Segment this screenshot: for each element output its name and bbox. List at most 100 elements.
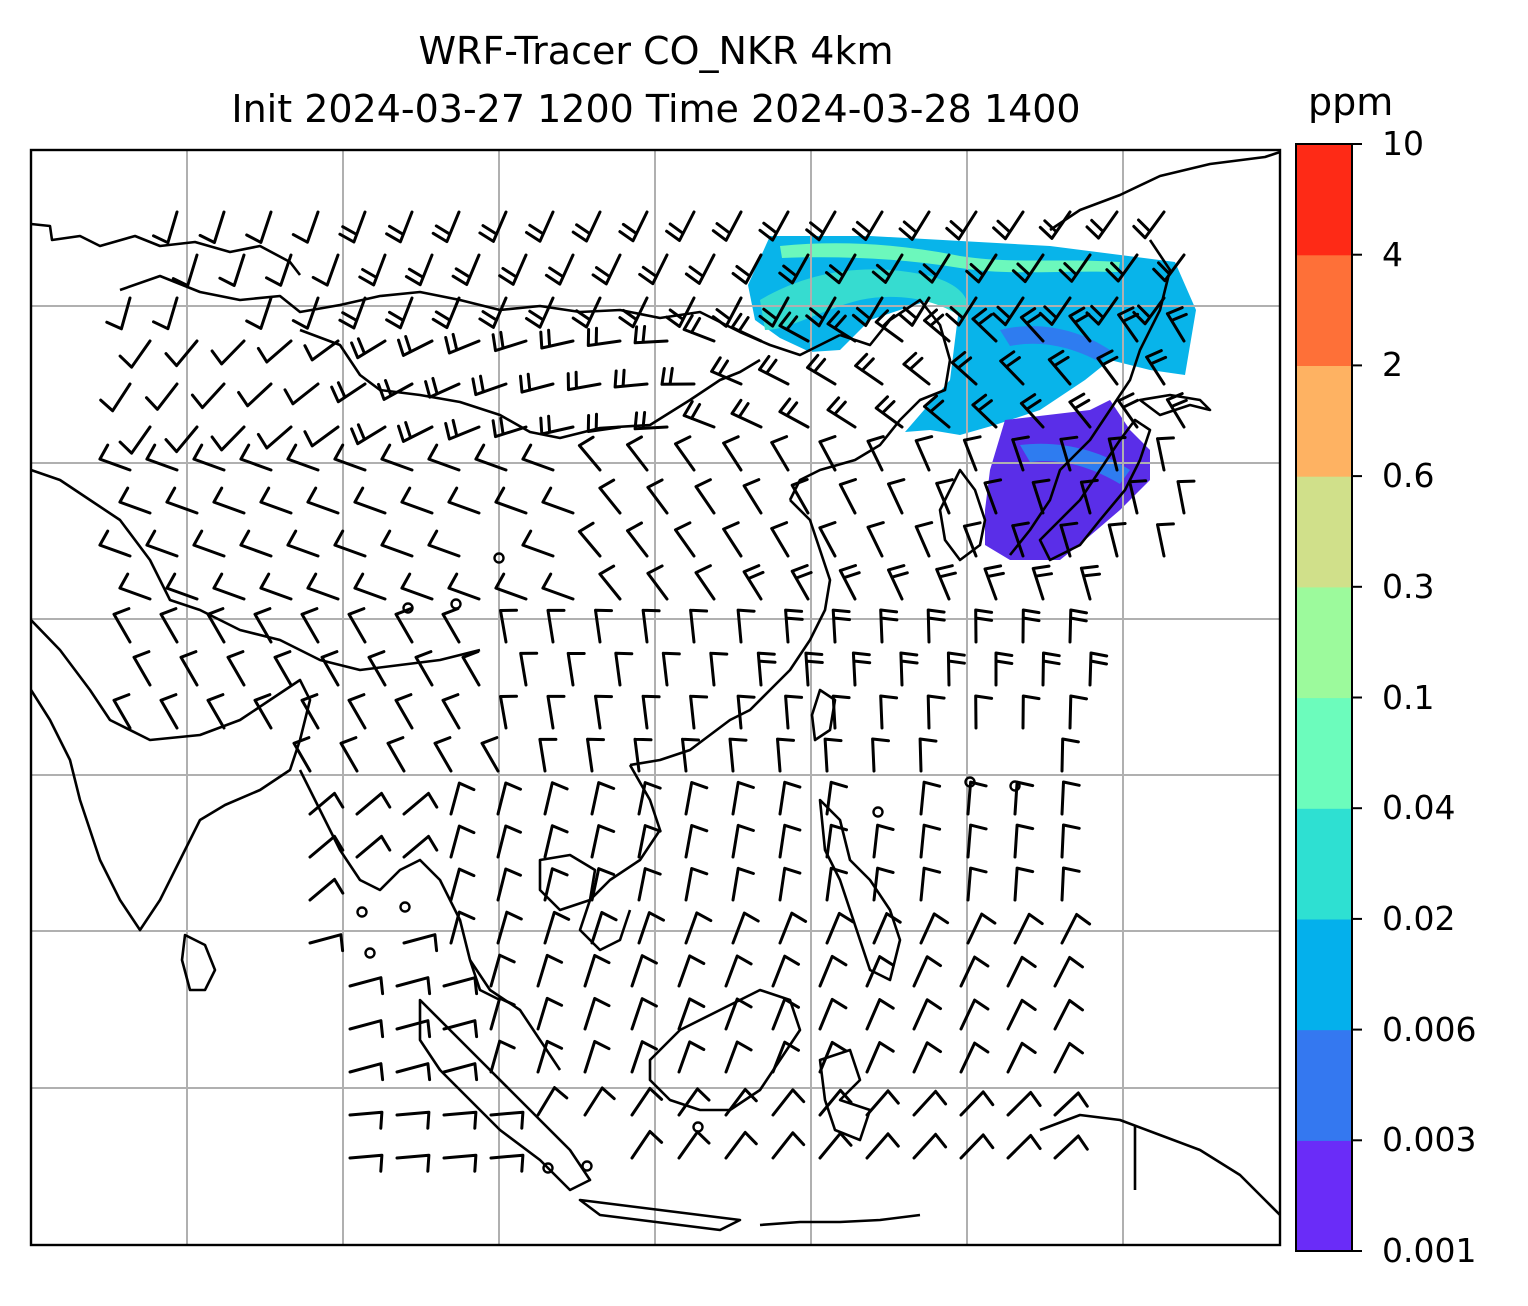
wind-barb [395,1153,431,1173]
wind-barb [306,572,340,601]
wind-barb [543,781,569,816]
wind-barb [1019,307,1045,343]
wind-barb [586,737,605,773]
wind-barb [536,1039,564,1074]
wind-barb [431,210,461,244]
colorbar-segment [1296,1029,1352,1141]
wind-barb [950,351,978,386]
wind-barb [544,253,575,286]
coast-sri-lanka [180,933,217,992]
wind-barb [926,608,946,644]
wind-barb [348,1153,384,1173]
wind-barb [1165,306,1188,343]
wind-barb [731,911,760,945]
wind-barb [1021,608,1041,644]
wind-barb [966,823,988,859]
coast-new-guinea [1039,1113,1280,1216]
wind-barb [1128,479,1148,515]
coastlines [31,150,1280,1232]
wind-barb [1011,435,1030,472]
wind-barb [1053,956,1084,988]
colorbar-tick-label: 0.003 [1382,1120,1477,1160]
wind-barb [253,693,273,730]
wind-barb [1060,780,1081,816]
wind-barb [677,1087,711,1117]
colorbar-segment [1296,144,1352,256]
wind-barb [496,910,523,945]
wind-barb [499,608,518,644]
wind-barb [854,352,884,386]
wind-barb [1011,521,1030,558]
wind-barb [164,425,199,454]
wind-barb [192,443,226,472]
wind-barb [245,210,273,244]
wind-barb [496,781,522,816]
wind-barb [962,435,982,472]
wind-barb [641,694,661,730]
wind-barb [320,650,340,687]
wind-barb [112,693,132,730]
wind-barb [677,1040,706,1074]
wind-barb [586,326,622,347]
wind-barb [594,608,613,644]
wind-barb [358,253,387,287]
wind-barb [536,1086,569,1117]
wind-barb [711,210,743,242]
wind-barb [790,564,813,601]
wind-barb [971,393,998,429]
wind-barb [999,350,1025,386]
wind-barb [253,607,273,644]
wind-barb [660,366,696,386]
wind-barb [866,521,885,558]
wind-barb [402,933,439,953]
wind-barb [451,253,481,286]
wind-barb [367,650,387,687]
wind-barb [974,694,994,730]
wind-barb [525,210,555,243]
wind-barb [618,296,649,329]
wind-barb [494,486,528,515]
wind-barb [730,398,763,429]
wind-barb [471,374,508,397]
wind-barb [385,210,414,244]
coast-india [31,619,312,932]
wind-barb [1006,1041,1037,1074]
wind-barb [1058,253,1092,283]
wind-barb [442,1019,479,1039]
wind-barb [165,572,199,601]
wind-barb [851,651,872,687]
wind-barb [1053,1134,1089,1160]
wind-barb [804,651,824,687]
wind-barb [865,1132,900,1160]
wind-barb [677,954,706,988]
colorbar-segment [1296,1140,1352,1252]
wind-barb [586,412,622,433]
coast-china-east [629,499,832,767]
wind-barb [541,572,575,601]
coast-hainan [538,853,597,912]
colorbar-tick-label: 0.001 [1382,1231,1477,1270]
wind-barb [818,435,837,472]
wind-barb [402,791,439,816]
colorbar-segment [1296,697,1352,809]
wind-barb [1006,1091,1042,1117]
wind-barb [1085,210,1119,240]
colorbar-segment [1296,476,1352,588]
wind-barb [308,834,345,859]
calm-wind-marker [964,776,976,788]
wind-barb [962,521,982,558]
coast-borneo [648,988,802,1112]
wind-barb [566,651,586,687]
wind-barb [966,866,988,902]
calm-wind-marker [402,602,414,614]
wind-barb [630,954,658,988]
wind-barb [1006,998,1037,1031]
wind-barb [98,529,132,558]
wind-barb [395,1110,431,1130]
wind-barb [983,564,1005,601]
wind-barb [872,823,895,859]
wind-barb [164,339,199,368]
wind-barb [543,824,569,859]
coast-hokkaido [1138,393,1212,417]
wind-barb [684,824,709,859]
